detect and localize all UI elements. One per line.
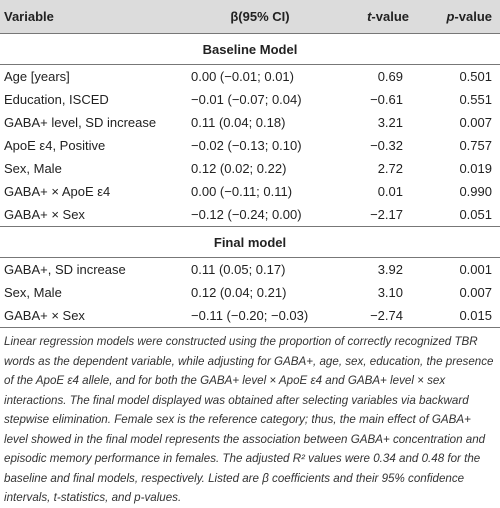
cell-beta: −0.11 (−0.20; −0.03) (179, 304, 341, 328)
cell-p-value: 0.757 (459, 138, 492, 153)
section-title-baseline: Baseline Model (0, 33, 500, 65)
table-row: Sex, Male 0.12 (0.04; 0.21) 3.10 0.007 (0, 281, 500, 304)
table-row: GABA+ × ApoE ε4 0.00 (−0.11; 0.11) 0.01 0.9… (0, 180, 500, 203)
cell-variable: GABA+, SD increase (4, 262, 126, 277)
header-beta: β(95% CI) (230, 9, 290, 24)
header-p-suffix: -value (454, 9, 492, 24)
cell-variable: GABA+ level, SD increase (4, 115, 157, 130)
cell-t-value: 0.69 (377, 69, 403, 84)
table-row: Sex, Male 0.12 (0.02; 0.22) 2.72 0.019 (0, 157, 500, 180)
cell-beta: 0.12 (0.04; 0.21) (191, 285, 287, 300)
cell-t-value: 3.10 (377, 285, 403, 300)
cell-t-value: 2.72 (377, 161, 403, 176)
header-p-value: p-value (409, 0, 500, 34)
cell-p-value: 0.019 (459, 161, 492, 176)
cell-p-value: 0.007 (459, 285, 492, 300)
cell-p-value: 0.501 (459, 69, 492, 84)
cell-beta: −0.02 (−0.13; 0.10) (191, 138, 302, 153)
table-row: GABA+, SD increase 0.11 (0.05; 0.17) 3.92 0… (0, 258, 500, 282)
header-t-suffix: -value (371, 9, 409, 24)
cell-p-value: 0.051 (459, 207, 492, 222)
table-body: Baseline Model Age [years] 0.00 (−0.01; 0… (0, 33, 500, 328)
cell-p-value: 0.015 (409, 304, 500, 328)
table-row: Age [years] 0.00 (−0.01; 0.01) 0.69 0.501 (0, 65, 500, 89)
cell-variable: ApoE ε4, Positive (4, 138, 106, 153)
table-row: GABA+ level, SD increase 0.11 (0.04; 0.18… (0, 111, 500, 134)
cell-p-value: 0.990 (459, 184, 492, 199)
table-header-row: Variable β(95% CI) t-value p-value (0, 0, 500, 34)
cell-variable: GABA+ × Sex (0, 304, 179, 328)
regression-table: Variable β(95% CI) t-value p-value Basel… (0, 0, 500, 328)
table-footnote: Linear regression models were constructe… (4, 335, 494, 504)
cell-variable: Sex, Male (4, 161, 62, 176)
cell-t-value: 3.21 (377, 115, 403, 130)
cell-t-value: −0.61 (370, 92, 403, 107)
header-variable: Variable (4, 9, 54, 24)
cell-beta: 0.00 (−0.01; 0.01) (191, 69, 294, 84)
header-t-italic: t (367, 9, 372, 24)
cell-t-value: −0.32 (370, 138, 403, 153)
section-row-final: Final model (0, 226, 500, 258)
table-row: ApoE ε4, Positive −0.02 (−0.13; 0.10) −0.3… (0, 134, 500, 157)
cell-t-value: 0.01 (377, 184, 403, 199)
cell-variable: Sex, Male (4, 285, 62, 300)
header-t-value: t-value (341, 0, 409, 34)
cell-variable: Age [years] (4, 69, 70, 84)
cell-variable: GABA+ × Sex (4, 207, 85, 222)
cell-beta: 0.11 (0.05; 0.17) (191, 262, 286, 277)
table-row: GABA+ × Sex −0.11 (−0.20; −0.03) −2.74 0.01… (0, 304, 500, 328)
cell-beta: 0.00 (−0.11; 0.11) (191, 184, 293, 199)
section-row-baseline: Baseline Model (0, 33, 500, 65)
cell-variable: Education, ISCED (4, 92, 109, 107)
cell-variable: GABA+ × ApoE ε4 (4, 184, 111, 199)
cell-p-value: 0.007 (459, 115, 492, 130)
cell-beta: −0.01 (−0.07; 0.04) (191, 92, 302, 107)
cell-t-value: −2.17 (370, 207, 403, 222)
cell-beta: 0.12 (0.02; 0.22) (191, 161, 287, 176)
table-row: Education, ISCED −0.01 (−0.07; 0.04) −0.61… (0, 88, 500, 111)
table-row: GABA+ × Sex −0.12 (−0.24; 0.00) −2.17 0.051 (0, 203, 500, 227)
cell-t-value: −2.74 (341, 304, 409, 328)
cell-p-value: 0.551 (459, 92, 492, 107)
section-title-final: Final model (0, 226, 500, 258)
cell-t-value: 3.92 (377, 262, 403, 277)
header-p-italic: p (446, 9, 455, 24)
cell-beta: 0.11 (0.04; 0.18) (191, 115, 286, 130)
cell-beta: −0.12 (−0.24; 0.00) (191, 207, 302, 222)
cell-p-value: 0.001 (459, 262, 492, 277)
